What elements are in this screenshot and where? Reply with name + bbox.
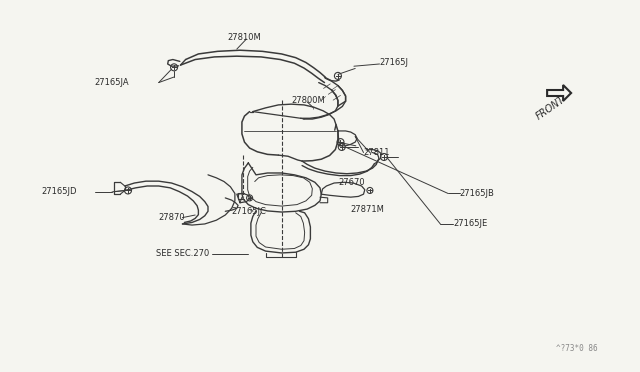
Text: 27165JE: 27165JE xyxy=(453,219,488,228)
Text: 27800M: 27800M xyxy=(291,96,325,105)
Text: ^?73*0 86: ^?73*0 86 xyxy=(556,344,597,353)
Text: 27165JD: 27165JD xyxy=(42,187,77,196)
Text: 27871M: 27871M xyxy=(351,205,385,214)
Text: 27670: 27670 xyxy=(338,178,365,187)
Text: SEE SEC.270: SEE SEC.270 xyxy=(156,249,209,258)
Text: 27165JA: 27165JA xyxy=(95,78,129,87)
Text: FRONT: FRONT xyxy=(534,94,568,122)
Text: 27165JB: 27165JB xyxy=(460,189,494,198)
Text: 27870: 27870 xyxy=(159,213,186,222)
Text: 27811: 27811 xyxy=(364,148,390,157)
Text: 27165J: 27165J xyxy=(380,58,408,67)
Text: 27165JC: 27165JC xyxy=(232,207,266,216)
Text: 27810M: 27810M xyxy=(227,33,261,42)
